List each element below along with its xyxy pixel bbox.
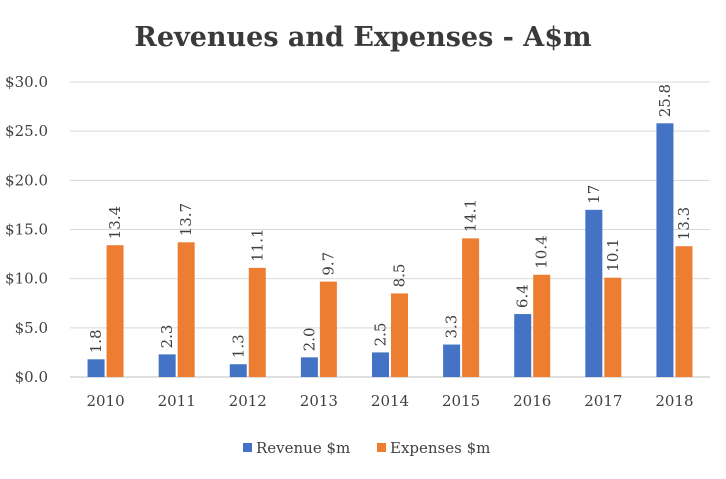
revenue-bar [514, 314, 532, 377]
x-tick-label: 2017 [584, 392, 622, 410]
revenue-data-label: 2.5 [372, 323, 390, 347]
data-labels: 1.8 13.4 2.3 13.7 1.3 11.1 2.0 9.7 2.5 8.5 3.3 14.1… [87, 84, 693, 358]
x-tick-label: 2014 [371, 392, 409, 410]
y-tick-label: $10.0 [5, 270, 48, 288]
x-tick-label: 2018 [655, 392, 693, 410]
expenses-bar [248, 267, 266, 377]
revenue-data-label: 2.3 [158, 325, 176, 349]
gridlines [70, 81, 710, 378]
revenue-bar [229, 364, 247, 377]
expenses-data-label: 13.7 [177, 203, 195, 236]
expenses-bar [391, 293, 408, 377]
y-tick-label: $15.0 [5, 221, 48, 239]
revenue-bar [656, 123, 674, 377]
expenses-data-label: 11.1 [248, 228, 266, 261]
y-tick-label: $20.0 [5, 171, 48, 189]
expenses-bar [462, 238, 480, 377]
y-tick-label: $25.0 [5, 122, 48, 140]
revenue-data-label: 17 [585, 185, 603, 204]
legend-label: Expenses $m [390, 439, 490, 457]
expenses-bar [604, 277, 622, 377]
expenses-bar [177, 242, 195, 377]
revenue-data-label: 3.3 [443, 315, 461, 339]
revenue-bar [585, 209, 603, 377]
revenue-data-label: 25.8 [656, 84, 674, 117]
revenue-data-label: 6.4 [514, 284, 532, 308]
y-tick-label: $0.0 [15, 368, 48, 386]
expenses-bar [675, 246, 693, 377]
expenses-bar [533, 274, 551, 377]
legend-swatch [243, 443, 252, 452]
legend: Revenue $m Expenses $m [243, 439, 490, 457]
expenses-data-label: 9.7 [319, 252, 337, 276]
expenses-data-label: 14.1 [462, 199, 480, 232]
expenses-bar [106, 245, 124, 377]
expenses-data-label: 10.4 [533, 235, 551, 268]
expenses-bar [319, 281, 337, 377]
revenue-bar [443, 344, 461, 377]
y-axis-ticks: $0.0 $5.0 $10.0 $15.0 $20.0 $25.0 $30.0 [5, 73, 48, 386]
legend-swatch [377, 443, 386, 452]
expenses-data-label: 13.3 [675, 207, 693, 240]
revenue-bar [300, 357, 318, 377]
revenue-data-label: 2.0 [300, 327, 318, 351]
revenue-bar [158, 354, 176, 377]
x-tick-label: 2015 [442, 392, 480, 410]
bars [87, 123, 693, 377]
revenue-bar [87, 359, 105, 377]
legend-label: Revenue $m [256, 439, 350, 457]
x-tick-label: 2013 [300, 392, 338, 410]
revenue-data-label: 1.8 [87, 329, 105, 353]
revenue-bar [372, 352, 389, 377]
x-tick-label: 2011 [158, 392, 196, 410]
expenses-data-label: 10.1 [604, 238, 622, 271]
x-tick-label: 2012 [229, 392, 267, 410]
x-axis-ticks: 2010 2011 2012 2013 2014 2015 2016 2017 2018 [86, 392, 693, 410]
revenue-data-label: 1.3 [229, 334, 247, 358]
expenses-data-label: 13.4 [106, 206, 124, 239]
chart-title: Revenues and Expenses - A$m [134, 22, 591, 53]
x-tick-label: 2016 [513, 392, 551, 410]
expenses-data-label: 8.5 [391, 264, 409, 288]
x-tick-label: 2010 [86, 392, 124, 410]
y-tick-label: $5.0 [15, 319, 48, 337]
y-tick-label: $30.0 [5, 73, 48, 91]
